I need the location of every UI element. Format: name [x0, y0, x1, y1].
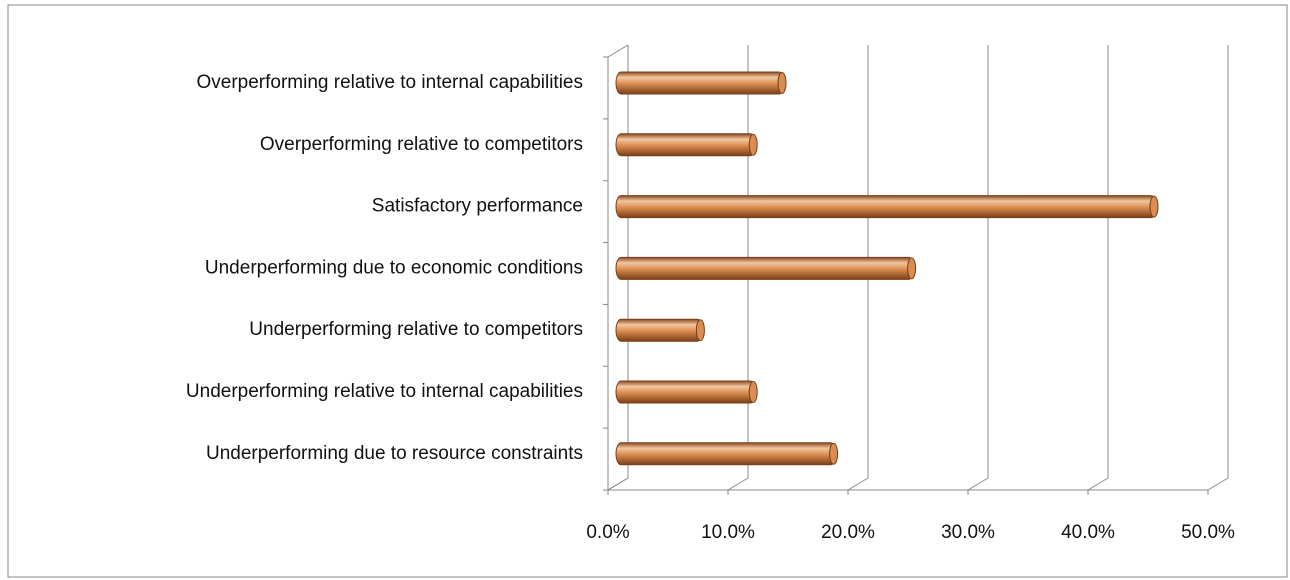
bar-cap	[748, 133, 758, 156]
bar	[615, 380, 756, 404]
bar-cap	[777, 72, 787, 94]
grid-line	[1087, 45, 1109, 491]
x-tick-label: 50.0%	[1181, 522, 1235, 543]
x-tick-label: 30.0%	[941, 522, 995, 543]
bar	[615, 71, 785, 95]
y-tick-label: Overperforming relative to internal capa…	[196, 72, 583, 93]
bar	[615, 442, 837, 466]
bar-cap	[907, 257, 917, 280]
y-tick-label: Underperforming relative to internal cap…	[186, 381, 583, 402]
x-tick-label: 0.0%	[586, 522, 629, 543]
x-tick-label: 10.0%	[701, 522, 755, 543]
y-tick-label: Underperforming relative to competitors	[249, 319, 583, 340]
axis-line	[607, 44, 629, 58]
grid-line	[847, 45, 869, 491]
x-tick-label: 40.0%	[1061, 522, 1115, 543]
grid-line	[607, 45, 629, 491]
bar	[615, 133, 756, 157]
bar-cap	[829, 442, 839, 465]
chart-frame	[7, 4, 1288, 578]
x-tick-label: 20.0%	[821, 522, 875, 543]
y-tick-label: Underperforming due to economic conditio…	[205, 257, 583, 278]
grid-line	[1207, 45, 1229, 491]
y-tick-label: Overperforming relative to competitors	[260, 134, 583, 155]
bar	[615, 195, 1157, 219]
bar	[615, 318, 703, 342]
bar-cap	[695, 319, 705, 342]
bar-cap	[1149, 195, 1159, 218]
grid-line	[727, 45, 749, 491]
y-tick-label: Satisfactory performance	[372, 196, 583, 217]
y-tick-label: Underperforming due to resource constrai…	[206, 443, 583, 464]
bar-cap	[748, 381, 758, 403]
bar	[615, 256, 915, 280]
grid-line	[967, 45, 989, 491]
